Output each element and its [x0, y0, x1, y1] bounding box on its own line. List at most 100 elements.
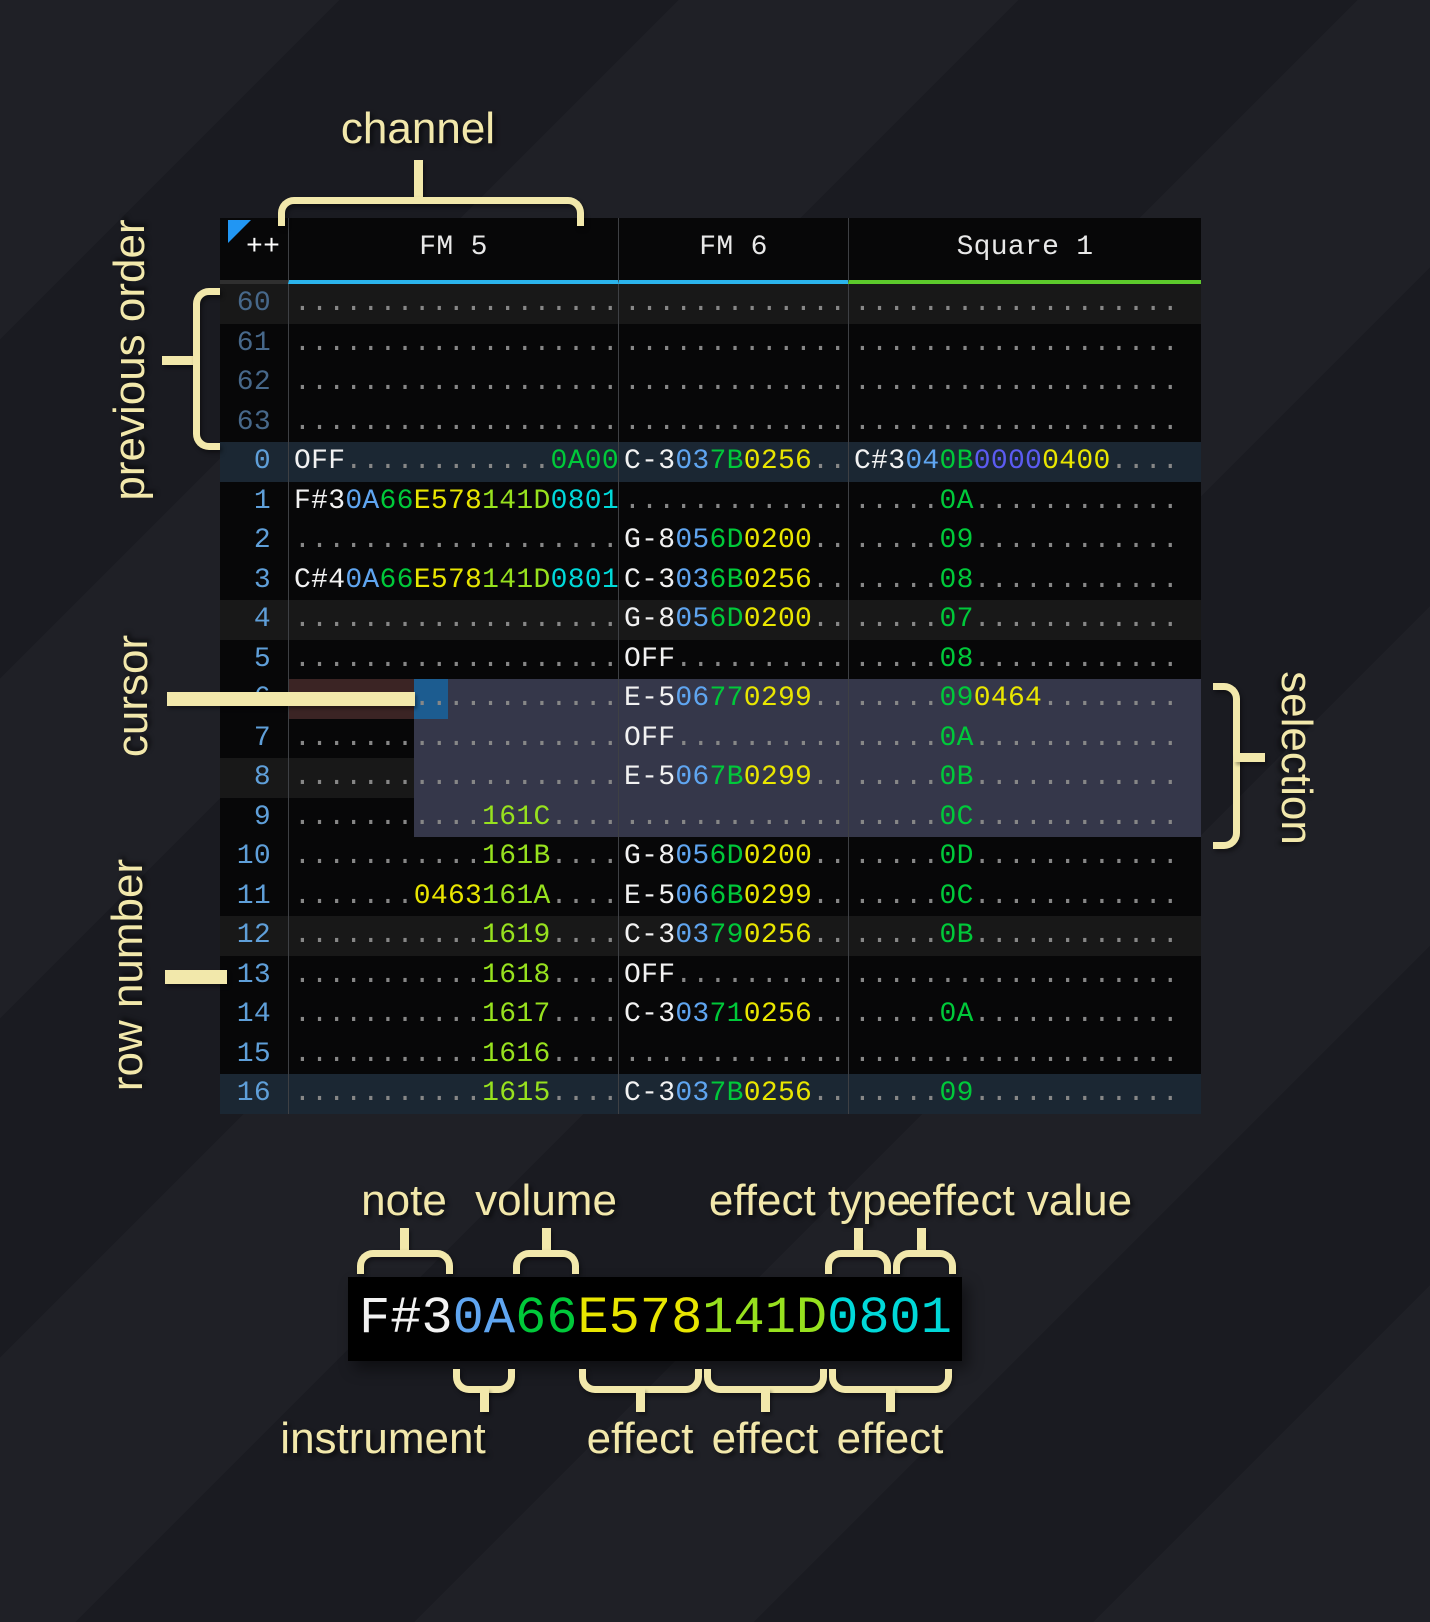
pattern-cell[interactable]: .............: [618, 323, 848, 363]
pattern-cell[interactable]: .....0D............: [848, 837, 1201, 877]
field-vol: 0D: [939, 841, 974, 872]
pattern-cell[interactable]: ...................: [288, 718, 618, 758]
channel-header-fm-5[interactable]: FM 5: [288, 218, 618, 284]
pattern-cell[interactable]: C-3037B0256..: [618, 442, 848, 482]
row-number[interactable]: 11: [236, 880, 271, 912]
pattern-cell[interactable]: E-5067B0299..: [618, 758, 848, 798]
pattern-cell[interactable]: .....08............: [848, 560, 1201, 600]
row-number[interactable]: 15: [236, 1038, 271, 1070]
pattern-cell[interactable]: ...........161C....: [288, 797, 618, 837]
pattern-cell[interactable]: .............: [618, 363, 848, 403]
pattern-cell[interactable]: .............: [618, 284, 848, 324]
row-number[interactable]: 12: [236, 920, 271, 951]
row-number[interactable]: 4: [253, 604, 271, 635]
row-number[interactable]: 63: [236, 406, 271, 438]
pattern-cell[interactable]: G-8056D0200..: [618, 600, 848, 640]
pattern-cell[interactable]: .............: [618, 481, 848, 521]
order-corner-cell[interactable]: ++: [220, 218, 288, 284]
row-number[interactable]: 13: [236, 959, 271, 991]
pattern-cell[interactable]: .....0A............: [848, 718, 1201, 758]
pattern-cell[interactable]: G-8056D0200..: [618, 521, 848, 561]
channel-brace: [278, 197, 584, 226]
row-number[interactable]: 7: [253, 722, 271, 754]
pattern-cell[interactable]: ...................: [848, 1034, 1201, 1074]
pattern-cell[interactable]: ...................: [288, 639, 618, 679]
pattern-cell[interactable]: ...................: [288, 600, 618, 640]
channel-header-fm-6[interactable]: FM 6: [618, 218, 848, 284]
pattern-cell[interactable]: OFF..........: [618, 639, 848, 679]
row-number[interactable]: 3: [253, 564, 271, 596]
pattern-cell[interactable]: C-3036B0256..: [618, 560, 848, 600]
pattern-cell[interactable]: .......0463161A....: [288, 876, 618, 916]
pattern-cell[interactable]: .....0C............: [848, 876, 1201, 916]
empty-dots: ...................: [294, 762, 618, 793]
field-ins: 06: [675, 762, 710, 793]
pattern-cell[interactable]: OFF..........: [618, 955, 848, 995]
pattern-cell[interactable]: C#40A66E578141D0801: [288, 560, 618, 600]
pattern-cell[interactable]: E-5066B0299..: [618, 876, 848, 916]
pattern-cell[interactable]: ...................: [288, 284, 618, 324]
channel-header-square-1[interactable]: Square 1: [848, 218, 1201, 284]
pattern-cursor[interactable]: [414, 679, 448, 719]
pattern-cell[interactable]: G-8056D0200..: [618, 837, 848, 877]
empty-dots: ....: [1110, 446, 1180, 477]
field-vol: 09: [939, 683, 974, 714]
pattern-cell[interactable]: ...........1618....: [288, 955, 618, 995]
pattern-cell[interactable]: ...................: [848, 363, 1201, 403]
pattern-cell[interactable]: .....0B............: [848, 916, 1201, 956]
pattern-cell[interactable]: ...........1615....: [288, 1074, 618, 1114]
pattern-cell[interactable]: OFF............0A00: [288, 442, 618, 482]
pattern-cell[interactable]: ...................: [288, 323, 618, 363]
row-number[interactable]: 0: [253, 446, 271, 477]
row-number[interactable]: 2: [253, 525, 271, 556]
row-number[interactable]: 10: [236, 841, 271, 872]
pattern-cell[interactable]: .....0A............: [848, 481, 1201, 521]
pattern-cell[interactable]: E-506770299..: [618, 679, 848, 719]
pattern-cell[interactable]: ...................: [288, 758, 618, 798]
pattern-cell[interactable]: ...................: [288, 521, 618, 561]
row-number[interactable]: 14: [236, 999, 271, 1030]
pattern-cell[interactable]: ...................: [848, 284, 1201, 324]
pattern-cell[interactable]: ...........161B....: [288, 837, 618, 877]
pattern-cell[interactable]: ...........1617....: [288, 995, 618, 1035]
empty-dots: ..: [812, 683, 847, 714]
row-number[interactable]: 1: [253, 485, 271, 517]
pattern-cell[interactable]: ...................: [288, 363, 618, 403]
pattern-cell[interactable]: .....0C............: [848, 797, 1201, 837]
pattern-cell[interactable]: ...................: [848, 402, 1201, 442]
pattern-cell[interactable]: ...................: [848, 955, 1201, 995]
pattern-cell[interactable]: .............: [618, 797, 848, 837]
pattern-cell[interactable]: C#3040B00000400....: [848, 442, 1201, 482]
pattern-cell[interactable]: C-3037B0256..: [618, 1074, 848, 1114]
field-vol: 08: [939, 643, 974, 675]
pattern-cell[interactable]: C-303710256..: [618, 995, 848, 1035]
pattern-row-61: 61......................................…: [220, 323, 1201, 363]
pattern-cell[interactable]: OFF..........: [618, 718, 848, 758]
row-number[interactable]: 62: [236, 367, 271, 398]
field-vol: 0C: [939, 801, 974, 833]
pattern-cell[interactable]: ...................: [288, 402, 618, 442]
row-number[interactable]: 9: [253, 801, 271, 833]
row-number[interactable]: 5: [253, 643, 271, 675]
pattern-cell[interactable]: C-303790256..: [618, 916, 848, 956]
pattern-cell[interactable]: ...........1616....: [288, 1034, 618, 1074]
pattern-cell[interactable]: ...................: [848, 323, 1201, 363]
empty-dots: ...................: [854, 1038, 1179, 1070]
empty-dots: .....: [854, 801, 940, 833]
pattern-cell[interactable]: ...........1619....: [288, 916, 618, 956]
pattern-cell[interactable]: .....09............: [848, 521, 1201, 561]
row-number[interactable]: 60: [236, 288, 271, 319]
pattern-cell[interactable]: .....07............: [848, 600, 1201, 640]
pattern-cell[interactable]: .............: [618, 402, 848, 442]
pattern-cell[interactable]: F#30A66E578141D0801: [288, 481, 618, 521]
row-number[interactable]: 16: [236, 1078, 271, 1109]
pattern-cell[interactable]: .............: [618, 1034, 848, 1074]
pattern-cell[interactable]: .....090464........: [848, 679, 1201, 719]
pattern-cell[interactable]: .....09............: [848, 1074, 1201, 1114]
row-number[interactable]: 8: [253, 762, 271, 793]
pattern-cell[interactable]: .....0A............: [848, 995, 1201, 1035]
pattern-cell[interactable]: .....0B............: [848, 758, 1201, 798]
pattern-cell[interactable]: .....08............: [848, 639, 1201, 679]
empty-dots: .....: [854, 841, 940, 872]
row-number[interactable]: 61: [236, 327, 271, 359]
